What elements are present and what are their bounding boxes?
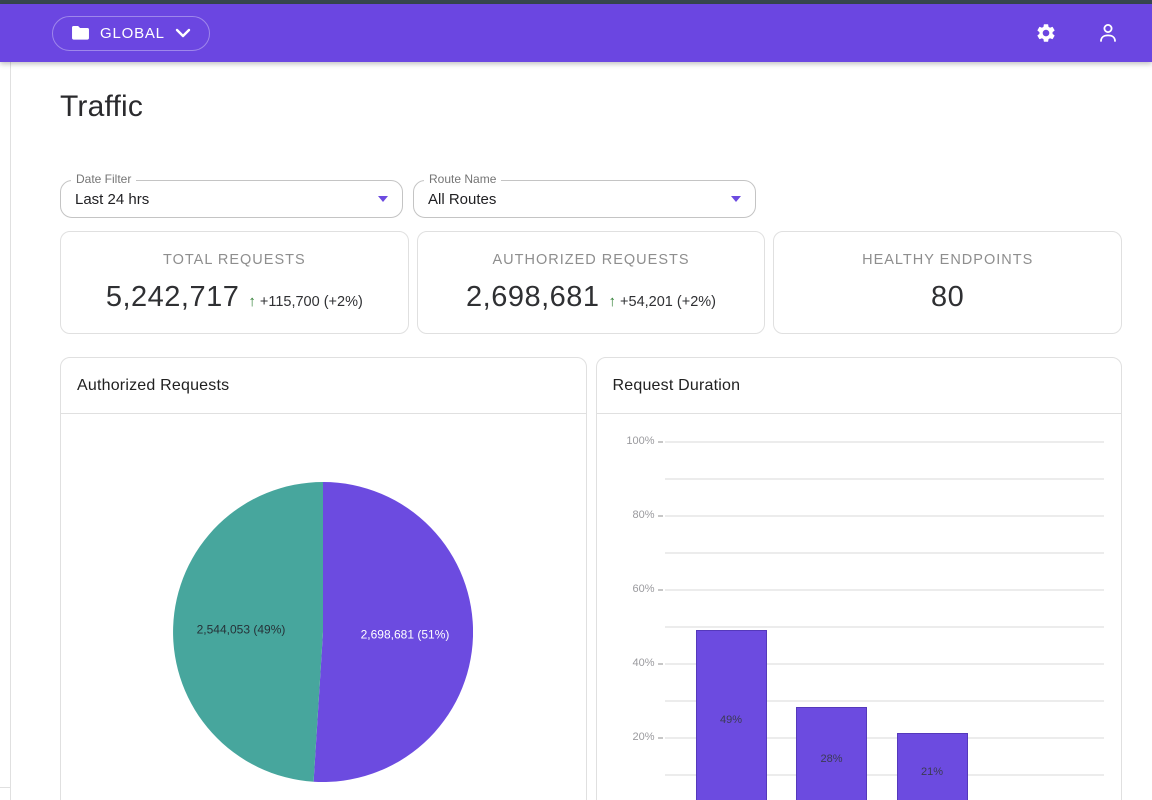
y-axis-tick-mark bbox=[657, 663, 663, 665]
stat-card-total-requests: TOTAL REQUESTS 5,242,717 ↑ +115,700 (+2%… bbox=[60, 231, 409, 334]
stat-delta: ↑ +54,201 (+2%) bbox=[609, 293, 716, 310]
app-header: GLOBAL bbox=[0, 4, 1152, 62]
charts-row: Authorized Requests 2,698,681 (51%) 2,544… bbox=[60, 357, 1122, 800]
window-top-strip bbox=[0, 0, 1152, 4]
gear-icon bbox=[1035, 22, 1057, 44]
dropdown-arrow-icon bbox=[731, 196, 741, 202]
filter-row: Date Filter Last 24 hrs Route Name All R… bbox=[60, 172, 1122, 218]
y-axis-tick-mark bbox=[657, 737, 663, 739]
y-axis-tick-mark bbox=[657, 515, 663, 517]
stat-value-row: 2,698,681 ↑ +54,201 (+2%) bbox=[466, 281, 716, 314]
stat-label: AUTHORIZED REQUESTS bbox=[492, 251, 690, 268]
y-axis-tick-label: 60% bbox=[632, 583, 655, 595]
bar: 21% bbox=[896, 733, 968, 800]
y-axis-tick-mark bbox=[657, 441, 663, 443]
gridline bbox=[664, 626, 1104, 628]
account-button[interactable] bbox=[1088, 13, 1128, 53]
folder-icon bbox=[71, 25, 90, 41]
y-axis-tick-label: 40% bbox=[632, 657, 655, 669]
date-filter-value: Last 24 hrs bbox=[75, 190, 150, 208]
gridline bbox=[664, 441, 1104, 443]
stat-value-row: 5,242,717 ↑ +115,700 (+2%) bbox=[106, 281, 363, 314]
gridline bbox=[664, 663, 1104, 665]
stat-value-row: 80 bbox=[931, 281, 964, 314]
arrow-up-icon: ↑ bbox=[248, 292, 256, 310]
gridline bbox=[664, 478, 1104, 480]
bar-value-label: 21% bbox=[920, 766, 944, 779]
date-filter-select[interactable]: Date Filter Last 24 hrs bbox=[60, 172, 403, 218]
org-selector-button[interactable]: GLOBAL bbox=[52, 15, 210, 51]
stat-value: 2,698,681 bbox=[466, 280, 600, 313]
pie-slice-other bbox=[173, 482, 324, 782]
y-axis-tick-label: 20% bbox=[632, 731, 655, 743]
main-content: Traffic Date Filter Last 24 hrs Route Na… bbox=[12, 62, 1152, 800]
stat-label: TOTAL REQUESTS bbox=[163, 251, 306, 268]
chart-title: Authorized Requests bbox=[77, 376, 230, 394]
stat-delta-text: +115,700 (+2%) bbox=[259, 293, 363, 310]
route-name-value: All Routes bbox=[428, 190, 497, 208]
stat-card-healthy-endpoints: HEALTHY ENDPOINTS 80 bbox=[773, 231, 1123, 334]
chart-card-header: Request Duration bbox=[596, 358, 1121, 414]
bar-chart-canvas: 20% 40% 60% 80% 100% 49% 28% 21% bbox=[597, 414, 1122, 800]
stat-delta: ↑ +115,700 (+2%) bbox=[248, 293, 362, 310]
y-axis-tick-mark bbox=[657, 589, 663, 591]
stats-row: TOTAL REQUESTS 5,242,717 ↑ +115,700 (+2%… bbox=[60, 231, 1123, 334]
pie-slice-label: 2,544,053 (49%) bbox=[197, 622, 286, 636]
bar: 49% bbox=[695, 629, 767, 800]
user-icon bbox=[1096, 21, 1120, 45]
gridline bbox=[664, 700, 1104, 702]
pie-slice-label: 2,698,681 (51%) bbox=[361, 628, 450, 642]
chevron-down-icon bbox=[175, 28, 191, 38]
stat-card-authorized-requests: AUTHORIZED REQUESTS 2,698,681 ↑ +54,201 … bbox=[416, 231, 766, 334]
gridline bbox=[664, 589, 1104, 591]
pie-slice-authorized bbox=[313, 482, 474, 782]
page-title: Traffic bbox=[60, 90, 144, 123]
chart-title: Request Duration bbox=[612, 376, 741, 394]
y-axis-tick-label: 100% bbox=[626, 435, 655, 447]
bar-value-label: 28% bbox=[820, 753, 843, 766]
gridline bbox=[664, 737, 1104, 739]
route-name-label: Route Name bbox=[424, 172, 502, 186]
date-filter-label: Date Filter bbox=[71, 172, 137, 186]
gridline bbox=[664, 515, 1104, 517]
y-axis-tick-label: 80% bbox=[632, 509, 655, 521]
request-duration-chart-card: Request Duration 20% 40% 60% 80% 100% 49% 28% 2… bbox=[595, 357, 1122, 800]
stat-label: HEALTHY ENDPOINTS bbox=[862, 251, 1034, 268]
arrow-up-icon: ↑ bbox=[608, 292, 617, 310]
authorized-requests-chart-card: Authorized Requests 2,698,681 (51%) 2,544… bbox=[60, 357, 587, 800]
left-rail bbox=[0, 62, 11, 800]
route-name-select[interactable]: Route Name All Routes bbox=[413, 172, 756, 218]
pie-chart-canvas: 2,698,681 (51%) 2,544,053 (49%) bbox=[61, 482, 586, 800]
stat-value: 80 bbox=[931, 280, 965, 313]
gridline bbox=[664, 774, 1104, 776]
bar: 28% bbox=[796, 707, 867, 800]
dropdown-arrow-icon bbox=[378, 196, 388, 202]
stat-value: 5,242,717 bbox=[105, 280, 240, 313]
bar-value-label: 49% bbox=[719, 714, 743, 727]
chart-card-header: Authorized Requests bbox=[61, 358, 586, 414]
settings-button[interactable] bbox=[1026, 13, 1066, 53]
gridline bbox=[664, 552, 1104, 554]
org-selector-label: GLOBAL bbox=[100, 24, 165, 42]
stat-delta-text: +54,201 (+2%) bbox=[620, 293, 716, 310]
